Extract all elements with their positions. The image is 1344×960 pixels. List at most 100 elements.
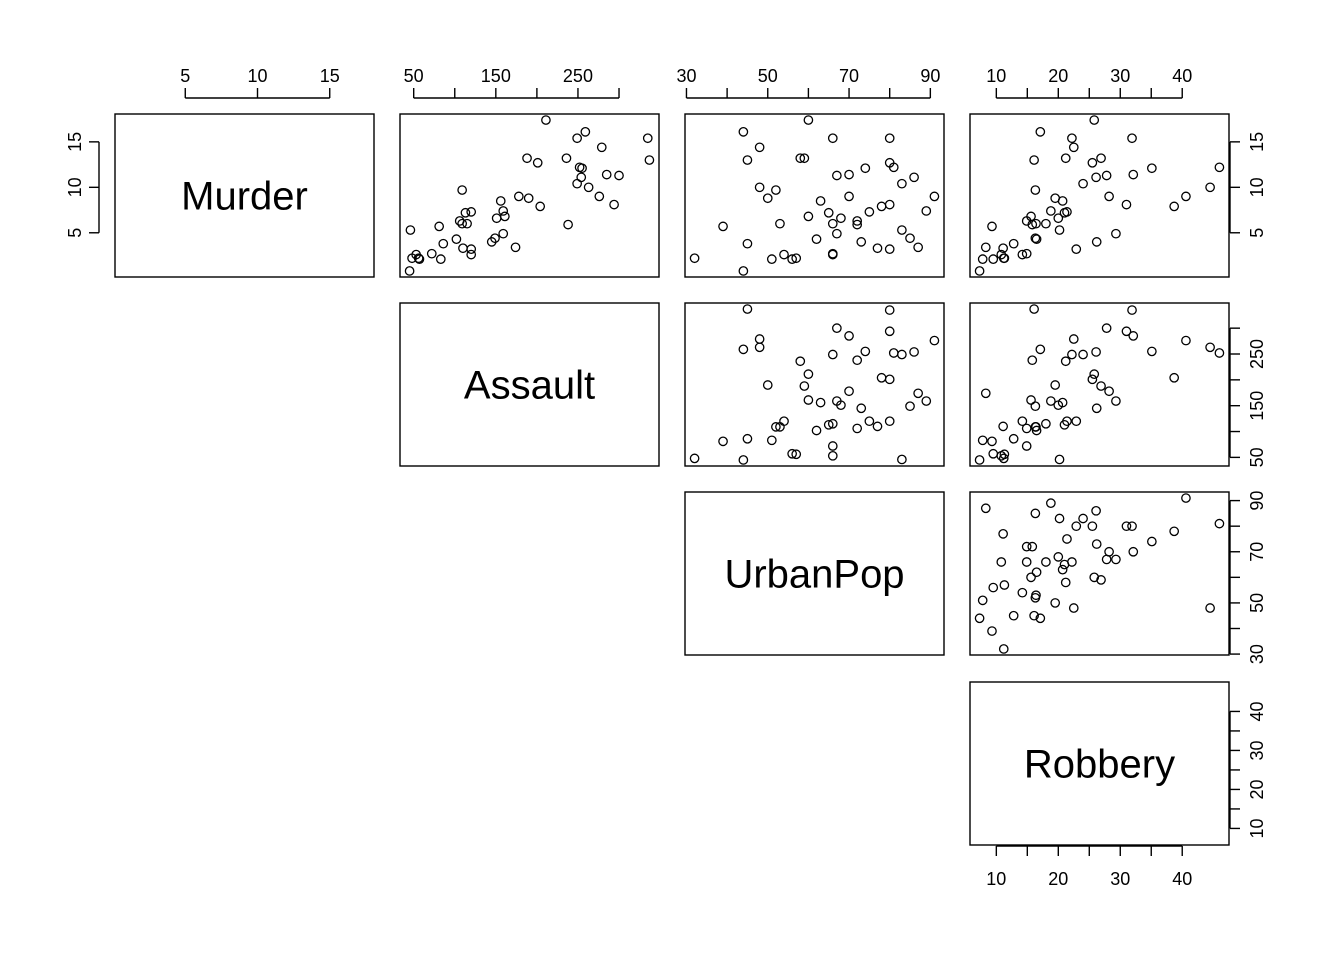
point-urbanpop-vs-robbery-27: [1214, 518, 1225, 529]
point-murder-vs-robbery-6: [998, 243, 1008, 254]
point-murder-vs-robbery-24: [1104, 191, 1114, 202]
point-urbanpop-vs-robbery-41: [1096, 575, 1106, 585]
point-assault-vs-urbanpop-47: [718, 436, 728, 447]
point-murder-vs-assault-37: [454, 216, 465, 226]
point-assault-vs-urbanpop-2: [884, 326, 895, 337]
point-urbanpop-vs-robbery-43: [1071, 521, 1082, 532]
point-murder-vs-robbery-45: [1057, 196, 1068, 206]
variable-label-urbanpop: UrbanPop: [724, 553, 904, 597]
bottom-tick-label-robbery-10: 10: [986, 869, 1006, 889]
panel-frame-urbanpop-robbery: [969, 491, 1230, 656]
point-assault-vs-urbanpop-27: [888, 348, 899, 358]
point-assault-vs-urbanpop-0: [795, 356, 806, 367]
point-murder-vs-robbery-40: [1008, 238, 1019, 249]
panel-frame-urbanpop-urbanpop: [684, 491, 945, 656]
panel-frame-murder-robbery: [969, 113, 1230, 278]
point-assault-vs-robbery-33: [974, 455, 985, 465]
point-assault-vs-urbanpop-20: [905, 401, 915, 412]
point-murder-vs-assault-26: [451, 234, 462, 244]
point-murder-vs-assault-36: [498, 228, 509, 239]
point-urbanpop-vs-robbery-24: [1104, 546, 1114, 557]
top-tick-label-murder-10: 10: [247, 66, 267, 86]
point-murder-vs-urbanpop-31: [909, 172, 919, 183]
point-murder-vs-robbery-29: [1046, 206, 1056, 216]
top-tick-label-robbery-30: 30: [1110, 66, 1130, 86]
point-assault-vs-urbanpop-22: [827, 441, 838, 451]
point-assault-vs-urbanpop-38: [913, 388, 924, 399]
point-murder-vs-urbanpop-18: [766, 254, 777, 264]
top-tick-label-assault-50: 50: [404, 66, 424, 86]
point-urbanpop-vs-robbery-37: [1021, 541, 1032, 552]
right-tick-label-assault-150: 150: [1247, 391, 1267, 421]
point-murder-vs-robbery-4: [1181, 191, 1191, 202]
point-assault-vs-robbery-29: [1046, 396, 1056, 406]
variable-label-robbery: Robbery: [1024, 743, 1175, 787]
point-murder-vs-urbanpop-30: [844, 169, 854, 180]
point-murder-vs-urbanpop-4: [929, 191, 940, 202]
point-murder-vs-assault-43: [466, 244, 477, 254]
point-murder-vs-robbery-31: [1091, 172, 1101, 183]
point-murder-vs-urbanpop-40: [742, 238, 753, 249]
point-urbanpop-vs-robbery-36: [1111, 554, 1121, 565]
point-assault-vs-robbery-22: [1021, 441, 1032, 451]
point-urbanpop-vs-robbery-9: [1089, 572, 1100, 583]
point-assault-vs-urbanpop-5: [876, 372, 887, 383]
point-assault-vs-urbanpop-7: [852, 355, 863, 366]
point-urbanpop-vs-robbery-7: [1027, 541, 1038, 552]
panel-frame-assault-urbanpop: [684, 302, 945, 467]
point-murder-vs-urbanpop-17: [827, 133, 838, 144]
point-murder-vs-urbanpop-47: [718, 221, 728, 232]
panel-frame-robbery-robbery: [969, 681, 1230, 846]
point-assault-vs-urbanpop-1: [754, 342, 765, 353]
point-murder-vs-robbery-49: [1026, 211, 1036, 222]
point-urbanpop-vs-robbery-30: [1128, 546, 1139, 557]
point-urbanpop-vs-robbery-8: [1127, 521, 1137, 532]
point-murder-vs-robbery-26: [1031, 234, 1042, 244]
point-murder-vs-robbery-22: [1021, 248, 1032, 259]
point-murder-vs-urbanpop-6: [872, 243, 883, 254]
right-tick-label-assault-50: 50: [1247, 447, 1267, 467]
point-urbanpop-vs-robbery-35: [1053, 552, 1064, 562]
point-assault-vs-robbery-17: [1067, 349, 1077, 360]
point-murder-vs-urbanpop-43: [884, 244, 895, 254]
point-assault-vs-robbery-30: [1128, 331, 1139, 341]
point-assault-vs-robbery-44: [998, 453, 1009, 464]
point-murder-vs-assault-31: [576, 172, 587, 183]
point-assault-vs-urbanpop-23: [738, 344, 749, 355]
point-murder-vs-robbery-16: [1030, 185, 1041, 195]
right-tick-label-robbery-20: 20: [1247, 779, 1267, 799]
point-urbanpop-vs-robbery-11: [1017, 587, 1028, 598]
point-murder-vs-assault-35: [491, 213, 502, 224]
point-murder-vs-assault-6: [458, 243, 468, 254]
point-murder-vs-robbery-38: [980, 242, 991, 253]
right-tick-label-murder-15: 15: [1247, 132, 1267, 152]
point-murder-vs-robbery-46: [1091, 237, 1102, 247]
point-assault-vs-urbanpop-13: [823, 419, 834, 430]
panel-frame-murder-urbanpop: [684, 113, 945, 278]
point-assault-vs-robbery-23: [1035, 344, 1046, 355]
top-tick-label-robbery-20: 20: [1048, 66, 1068, 86]
point-assault-vs-urbanpop-44: [689, 453, 700, 464]
point-murder-vs-assault-40: [438, 238, 449, 249]
point-murder-vs-urbanpop-9: [803, 115, 814, 125]
point-assault-vs-urbanpop-16: [771, 422, 781, 432]
point-assault-vs-robbery-46: [1091, 403, 1102, 414]
point-murder-vs-assault-7: [563, 219, 573, 230]
point-assault-vs-robbery-18: [977, 435, 988, 446]
point-urbanpop-vs-robbery-33: [974, 613, 985, 624]
point-urbanpop-vs-robbery-39: [1068, 603, 1079, 613]
point-assault-vs-urbanpop-21: [860, 346, 871, 357]
point-assault-vs-urbanpop-3: [762, 380, 773, 390]
point-murder-vs-urbanpop-19: [832, 170, 842, 181]
point-murder-vs-robbery-33: [974, 266, 985, 276]
point-assault-vs-urbanpop-29: [921, 396, 932, 406]
point-murder-vs-robbery-36: [1111, 228, 1121, 239]
point-assault-vs-urbanpop-9: [803, 369, 814, 380]
right-tick-label-urbanpop-30: 30: [1247, 644, 1267, 664]
point-assault-vs-urbanpop-17: [827, 349, 838, 360]
top-tick-label-murder-5: 5: [180, 66, 190, 86]
point-assault-vs-robbery-39: [1068, 334, 1079, 344]
point-assault-vs-robbery-15: [1041, 418, 1051, 429]
point-assault-vs-robbery-38: [980, 388, 991, 399]
point-murder-vs-assault-49: [500, 211, 510, 222]
